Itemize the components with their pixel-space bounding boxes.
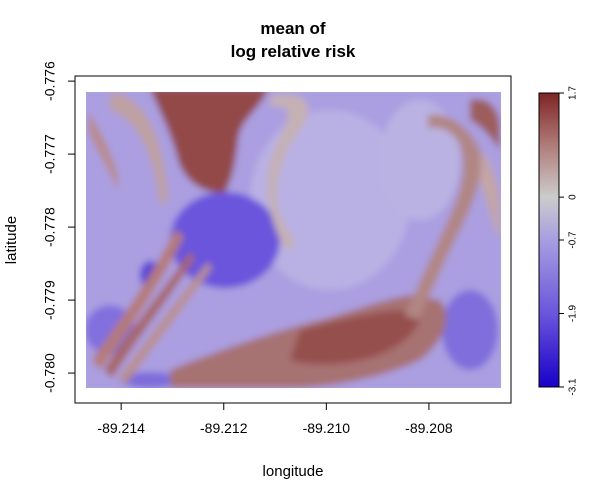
red-streak-right (405, 114, 481, 321)
x-tick-label: -89.208 (405, 420, 453, 436)
y-axis-label: latitude (3, 216, 20, 264)
x-axis: -89.214 -89.212 -89.210 -89.208 (97, 403, 453, 436)
colorbar-tick-label: -3.1 (568, 378, 579, 396)
red-band-bottom-core (290, 310, 420, 365)
field-light-right (380, 100, 460, 220)
red-streak-right-2 (480, 150, 500, 240)
y-tick-label: -0.776 (42, 61, 58, 101)
y-tick-label: -0.778 (42, 207, 58, 247)
curved-streak-center (267, 94, 309, 250)
diagonal-streak-1 (92, 230, 184, 370)
red-streak-left-1 (88, 112, 118, 190)
x-tick-label: -89.214 (97, 420, 145, 436)
chart-title-line-1: mean of (260, 19, 326, 38)
heatmap-field (86, 92, 501, 388)
x-tick-label: -89.212 (200, 420, 248, 436)
x-tick-label: -89.210 (303, 420, 351, 436)
colorbar-tick-label: -1.9 (568, 304, 579, 322)
diagonal-streak-3 (118, 262, 212, 384)
red-mass-top (151, 92, 267, 193)
chart-title-line-2: log relative risk (231, 42, 356, 61)
x-axis-label: longitude (263, 463, 324, 480)
diagonal-streak-2 (104, 252, 195, 378)
y-tick-label: -0.777 (42, 134, 58, 174)
colorbar-tick-label: 1.7 (568, 86, 579, 100)
plot-border (74, 75, 512, 404)
y-tick-label: -0.780 (42, 353, 58, 393)
red-streak-left-2 (110, 92, 168, 205)
colorbar (538, 92, 560, 388)
y-tick-label: -0.779 (42, 280, 58, 320)
blue-pocket-right (442, 290, 498, 370)
red-streak-right-tip (470, 99, 500, 150)
colorbar-tick-label: -0.7 (568, 231, 579, 249)
colorbar-tick-label: 0 (568, 194, 579, 200)
blue-pocket-left-center (170, 192, 280, 288)
colorbar-ticks: 1.7 0 -0.7 -1.9 -3.1 (559, 86, 579, 396)
y-axis: -0.776 -0.777 -0.778 -0.779 -0.780 (42, 61, 75, 393)
blue-pocket-bottom-left (120, 372, 180, 388)
